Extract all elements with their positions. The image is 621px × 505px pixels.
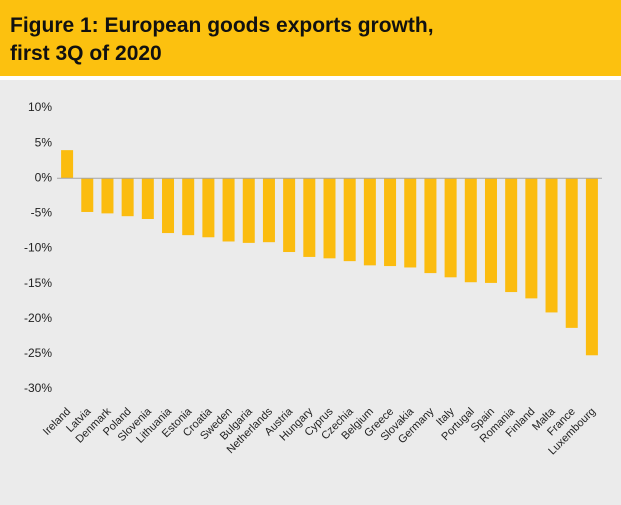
bar xyxy=(303,178,316,257)
y-tick-label: 0% xyxy=(35,170,53,184)
bar xyxy=(262,178,275,243)
y-tick-label: -10% xyxy=(24,241,52,255)
bar xyxy=(343,178,356,262)
bar xyxy=(444,178,457,278)
bar xyxy=(242,178,255,243)
bar xyxy=(141,178,154,219)
bar xyxy=(162,178,175,234)
bar xyxy=(384,178,397,267)
bar xyxy=(81,178,94,212)
bar xyxy=(585,178,598,356)
bar xyxy=(323,178,336,259)
y-tick-label: -20% xyxy=(24,311,52,325)
bar xyxy=(404,178,417,268)
y-tick-label: 10% xyxy=(28,100,52,114)
bar xyxy=(545,178,558,313)
y-tick-label: -25% xyxy=(24,346,52,360)
y-tick-label: -5% xyxy=(31,206,53,220)
bar xyxy=(222,178,235,242)
bar xyxy=(202,178,215,238)
y-tick-label: -15% xyxy=(24,276,52,290)
chart-title: first 3Q of 2020 xyxy=(10,42,162,65)
y-tick-label: 5% xyxy=(35,135,53,149)
chart-title: Figure 1: European goods exports growth, xyxy=(10,14,434,37)
bar xyxy=(121,178,134,217)
bar xyxy=(61,150,74,179)
bar xyxy=(484,178,497,283)
y-tick-label: -30% xyxy=(24,381,52,395)
bar xyxy=(525,178,538,299)
bar xyxy=(182,178,195,236)
bar xyxy=(424,178,437,274)
header-band xyxy=(0,0,621,76)
bar xyxy=(363,178,376,266)
bar xyxy=(283,178,296,253)
bar xyxy=(464,178,477,283)
bar xyxy=(101,178,114,214)
bar xyxy=(505,178,518,293)
plot-background xyxy=(0,80,621,505)
bar xyxy=(565,178,578,328)
